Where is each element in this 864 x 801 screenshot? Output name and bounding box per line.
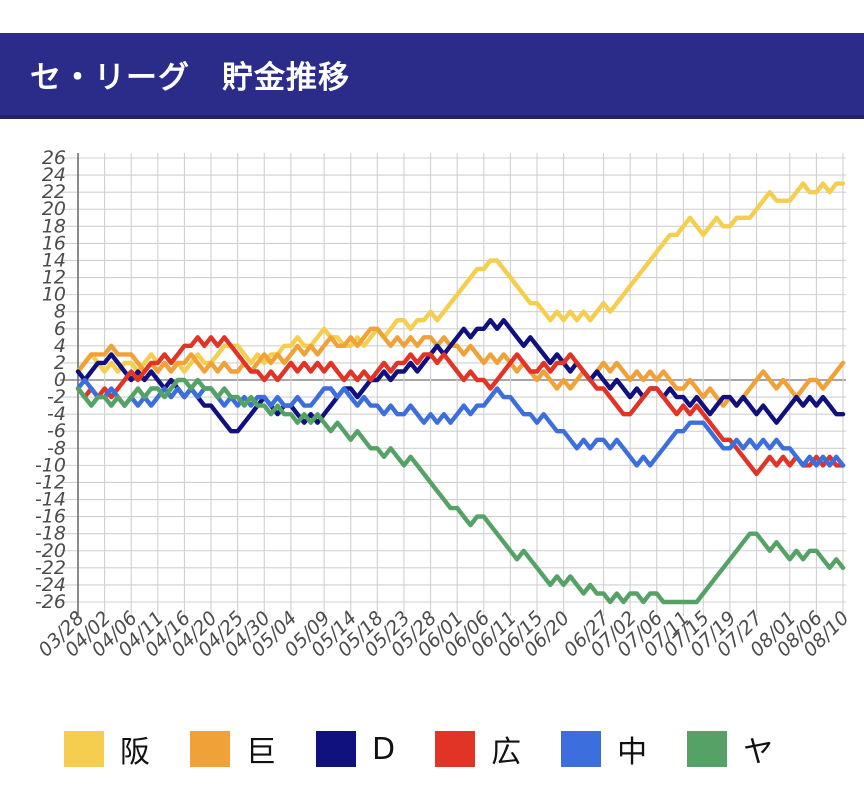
title-bar: セ・リーグ 貯金推移: [0, 33, 864, 119]
series-line-dena: [75, 317, 846, 434]
legend-swatch-dena: [316, 731, 356, 767]
legend-label-chunichi: 中: [617, 735, 648, 770]
legend-item-yakult: ヤ: [687, 727, 773, 771]
y-tick-label: 0: [54, 369, 66, 391]
series-line-hanshin: [75, 181, 846, 374]
legend-item-hanshin: 阪: [64, 727, 150, 771]
legend-item-dena: D: [316, 731, 395, 767]
y-tick-label: 12: [42, 267, 66, 289]
y-tick-label: -24: [35, 574, 66, 596]
y-tick-label: 24: [42, 164, 66, 186]
legend-swatch-chunichi: [561, 731, 602, 767]
legend-swatch-hanshin: [64, 731, 104, 767]
y-tick-label: 20: [42, 198, 66, 220]
legend-label-hiroshima: 広: [491, 735, 522, 770]
series-line-yakult: [75, 377, 846, 605]
legend-item-chunichi: 中: [561, 727, 647, 771]
legend-swatch-yakult: [687, 731, 728, 767]
legend-label-dena: D: [372, 731, 396, 767]
y-tick-label: -6: [47, 420, 66, 442]
legend-item-hiroshima: 広: [435, 727, 521, 771]
y-tick-label: -18: [35, 523, 66, 545]
y-tick-label: -22: [35, 557, 66, 579]
legend-label-kyojin: 巨: [246, 735, 276, 770]
series-line-kyojin: [75, 326, 846, 408]
y-tick-label: 18: [42, 215, 66, 237]
series-line-hiroshima: [75, 335, 846, 477]
y-tick-label: -26: [35, 591, 66, 613]
y-tick-label: -12: [35, 471, 66, 493]
y-tick-label: 10: [42, 284, 66, 306]
y-tick-label: 4: [54, 335, 66, 357]
legend-swatch-hiroshima: [435, 731, 476, 767]
page-title: セ・リーグ 貯金推移: [30, 59, 350, 96]
y-tick-label: -16: [35, 506, 66, 528]
y-tick-label: -20: [35, 540, 66, 562]
y-tick-label: 6: [54, 318, 66, 340]
series-line-chunichi: [75, 377, 846, 468]
legend-swatch-kyojin: [190, 731, 230, 767]
legend-label-hanshin: 阪: [120, 735, 150, 770]
y-tick-label: 2: [54, 352, 66, 374]
y-tick-label: -14: [35, 489, 66, 511]
legend-label-yakult: ヤ: [743, 735, 774, 770]
y-tick-label: -4: [47, 403, 66, 425]
y-tick-label: 14: [42, 249, 66, 271]
y-tick-label: 26: [42, 147, 66, 169]
legend-item-kyojin: 巨: [190, 727, 276, 771]
y-tick-label: 22: [42, 181, 66, 203]
y-tick-label: 16: [42, 232, 66, 254]
y-tick-label: -2: [47, 386, 66, 408]
y-tick-label: 8: [54, 301, 66, 323]
y-tick-label: -10: [35, 454, 66, 476]
y-tick-label: -8: [47, 437, 66, 459]
line-chart: 26242220181614121086420-2-4-6-8-10-12-14…: [34, 147, 853, 661]
